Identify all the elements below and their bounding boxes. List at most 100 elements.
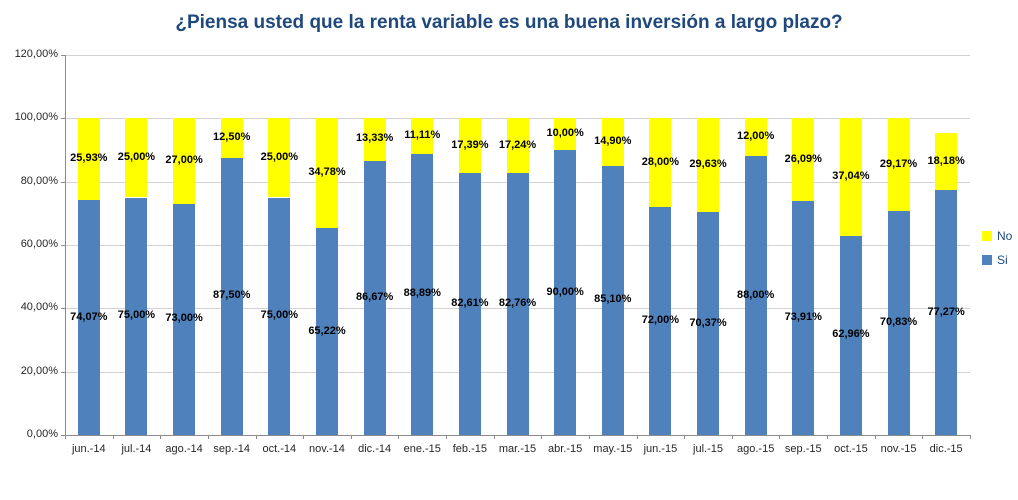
x-axis-tick-mark <box>446 435 448 439</box>
y-axis-tick-mark <box>61 55 65 56</box>
value-label-no: 14,90% <box>594 134 632 147</box>
value-label-si: 88,00% <box>737 288 775 301</box>
x-axis-category-label: oct.-14 <box>262 443 297 455</box>
legend-item-si: Si <box>982 253 1012 267</box>
bar-segment-si <box>554 150 577 435</box>
x-axis-tick-mark <box>731 435 733 439</box>
bar-segment-no <box>220 118 243 158</box>
chart-title: ¿Piensa usted que la renta variable es u… <box>175 12 843 33</box>
y-axis-tick-mark <box>61 435 65 436</box>
bar-segment-si <box>77 200 100 435</box>
bar-segment-no <box>935 132 958 191</box>
value-label-si: 74,07% <box>70 310 108 323</box>
value-label-si: 90,00% <box>546 285 584 298</box>
y-axis-tick-label: 100,00% <box>14 111 58 124</box>
value-label-no: 10,00% <box>546 127 584 140</box>
value-label-no: 29,63% <box>689 158 727 171</box>
value-label-no: 25,93% <box>70 152 108 165</box>
x-axis-category-label: jun.-14 <box>71 443 106 455</box>
value-label-si: 70,37% <box>689 316 727 329</box>
bar-segment-no <box>77 118 100 201</box>
y-axis-tick-label: 80,00% <box>20 174 58 187</box>
value-label-no: 25,00% <box>117 150 156 163</box>
y-axis-tick-mark <box>61 371 65 373</box>
x-axis-category-label: jul.-14 <box>121 443 152 455</box>
value-label-no: 27,00% <box>165 154 203 167</box>
bar-segment-no <box>697 118 720 213</box>
bar-segment-no <box>792 118 815 201</box>
value-label-no: 18,18% <box>927 154 965 167</box>
bar-segment-si <box>744 156 767 435</box>
x-axis-category-label: ene.-15 <box>403 443 441 455</box>
y-axis-tick-label: 20,00% <box>20 364 58 377</box>
value-label-no: 26,09% <box>784 152 822 165</box>
x-axis-tick-mark <box>255 435 257 439</box>
value-label-no: 17,39% <box>451 138 489 151</box>
bar-segment-no <box>363 118 386 161</box>
x-axis-tick-mark <box>922 435 924 439</box>
x-axis-tick-mark <box>350 435 352 439</box>
x-axis-tick-mark <box>874 435 876 439</box>
x-axis-category-label: nov.-15 <box>880 443 917 455</box>
bar-segment-no <box>839 118 862 236</box>
y-axis-tick-mark <box>61 118 65 120</box>
value-label-no: 28,00% <box>641 155 680 168</box>
bar-segment-si <box>268 197 291 435</box>
x-axis-tick-mark <box>588 435 590 439</box>
bar-segment-no <box>506 118 529 173</box>
bar-segment-no <box>649 118 672 207</box>
bar-segment-si <box>839 235 862 435</box>
x-axis-line <box>65 435 971 436</box>
value-label-no: 13,33% <box>355 132 394 145</box>
value-label-si: 72,00% <box>641 314 680 326</box>
x-axis-category-label: jun.-15 <box>643 443 678 455</box>
x-axis-category-label: sep.-15 <box>784 443 822 455</box>
x-axis-tick-mark <box>303 435 305 439</box>
bar-segment-si <box>649 207 672 435</box>
x-axis-tick-mark <box>779 435 781 439</box>
x-axis-tick-mark <box>970 435 971 439</box>
bar-segment-si <box>697 212 720 435</box>
bar-segment-no <box>887 118 910 211</box>
x-axis-tick-mark <box>493 435 495 439</box>
legend-swatch-si <box>982 255 992 265</box>
legend-item-no: No <box>982 229 1012 243</box>
bar-segment-si <box>220 157 243 435</box>
bar-segment-si <box>935 190 958 435</box>
bar-segment-si <box>173 203 196 435</box>
value-label-no: 34,78% <box>308 166 346 179</box>
bar-segment-si <box>792 200 815 435</box>
x-axis-category-label: abr.-15 <box>548 443 583 455</box>
value-label-si: 87,50% <box>213 289 251 302</box>
legend-label: Si <box>997 253 1008 267</box>
value-label-si: 75,00% <box>260 309 298 322</box>
bar-segment-si <box>125 197 148 435</box>
gridline <box>65 55 970 56</box>
y-axis-tick-mark <box>61 245 65 246</box>
x-axis-category-label: oct.-15 <box>834 443 868 455</box>
x-axis-category-label: dic.-15 <box>929 443 963 455</box>
bar-segment-si <box>315 228 338 435</box>
legend-label: No <box>997 229 1013 243</box>
x-axis-category-label: feb.-15 <box>452 443 487 455</box>
y-axis-line <box>65 55 66 435</box>
bar-segment-no <box>601 118 624 166</box>
x-axis-tick-mark <box>112 435 114 439</box>
x-axis-category-label: may.-15 <box>593 443 633 455</box>
y-axis-tick-label: 40,00% <box>20 301 58 314</box>
value-label-no: 12,00% <box>737 130 775 143</box>
bar-segment-si <box>363 160 386 435</box>
x-axis-category-label: jul.-15 <box>693 443 723 455</box>
bar-segment-no <box>268 118 291 198</box>
value-label-si: 75,00% <box>117 309 156 322</box>
bar-segment-no <box>315 118 338 229</box>
value-label-no: 11,11% <box>404 128 441 141</box>
x-axis-category-label: ago.-14 <box>165 443 203 455</box>
x-axis-tick-mark <box>827 435 829 439</box>
value-label-no: 17,24% <box>498 138 537 151</box>
y-axis-tick-label: 60,00% <box>20 238 58 250</box>
x-axis-category-label: ago.-15 <box>737 443 775 455</box>
legend-swatch-no <box>982 231 992 241</box>
x-axis-tick-mark <box>398 435 400 439</box>
legend: No Si <box>982 229 1012 277</box>
